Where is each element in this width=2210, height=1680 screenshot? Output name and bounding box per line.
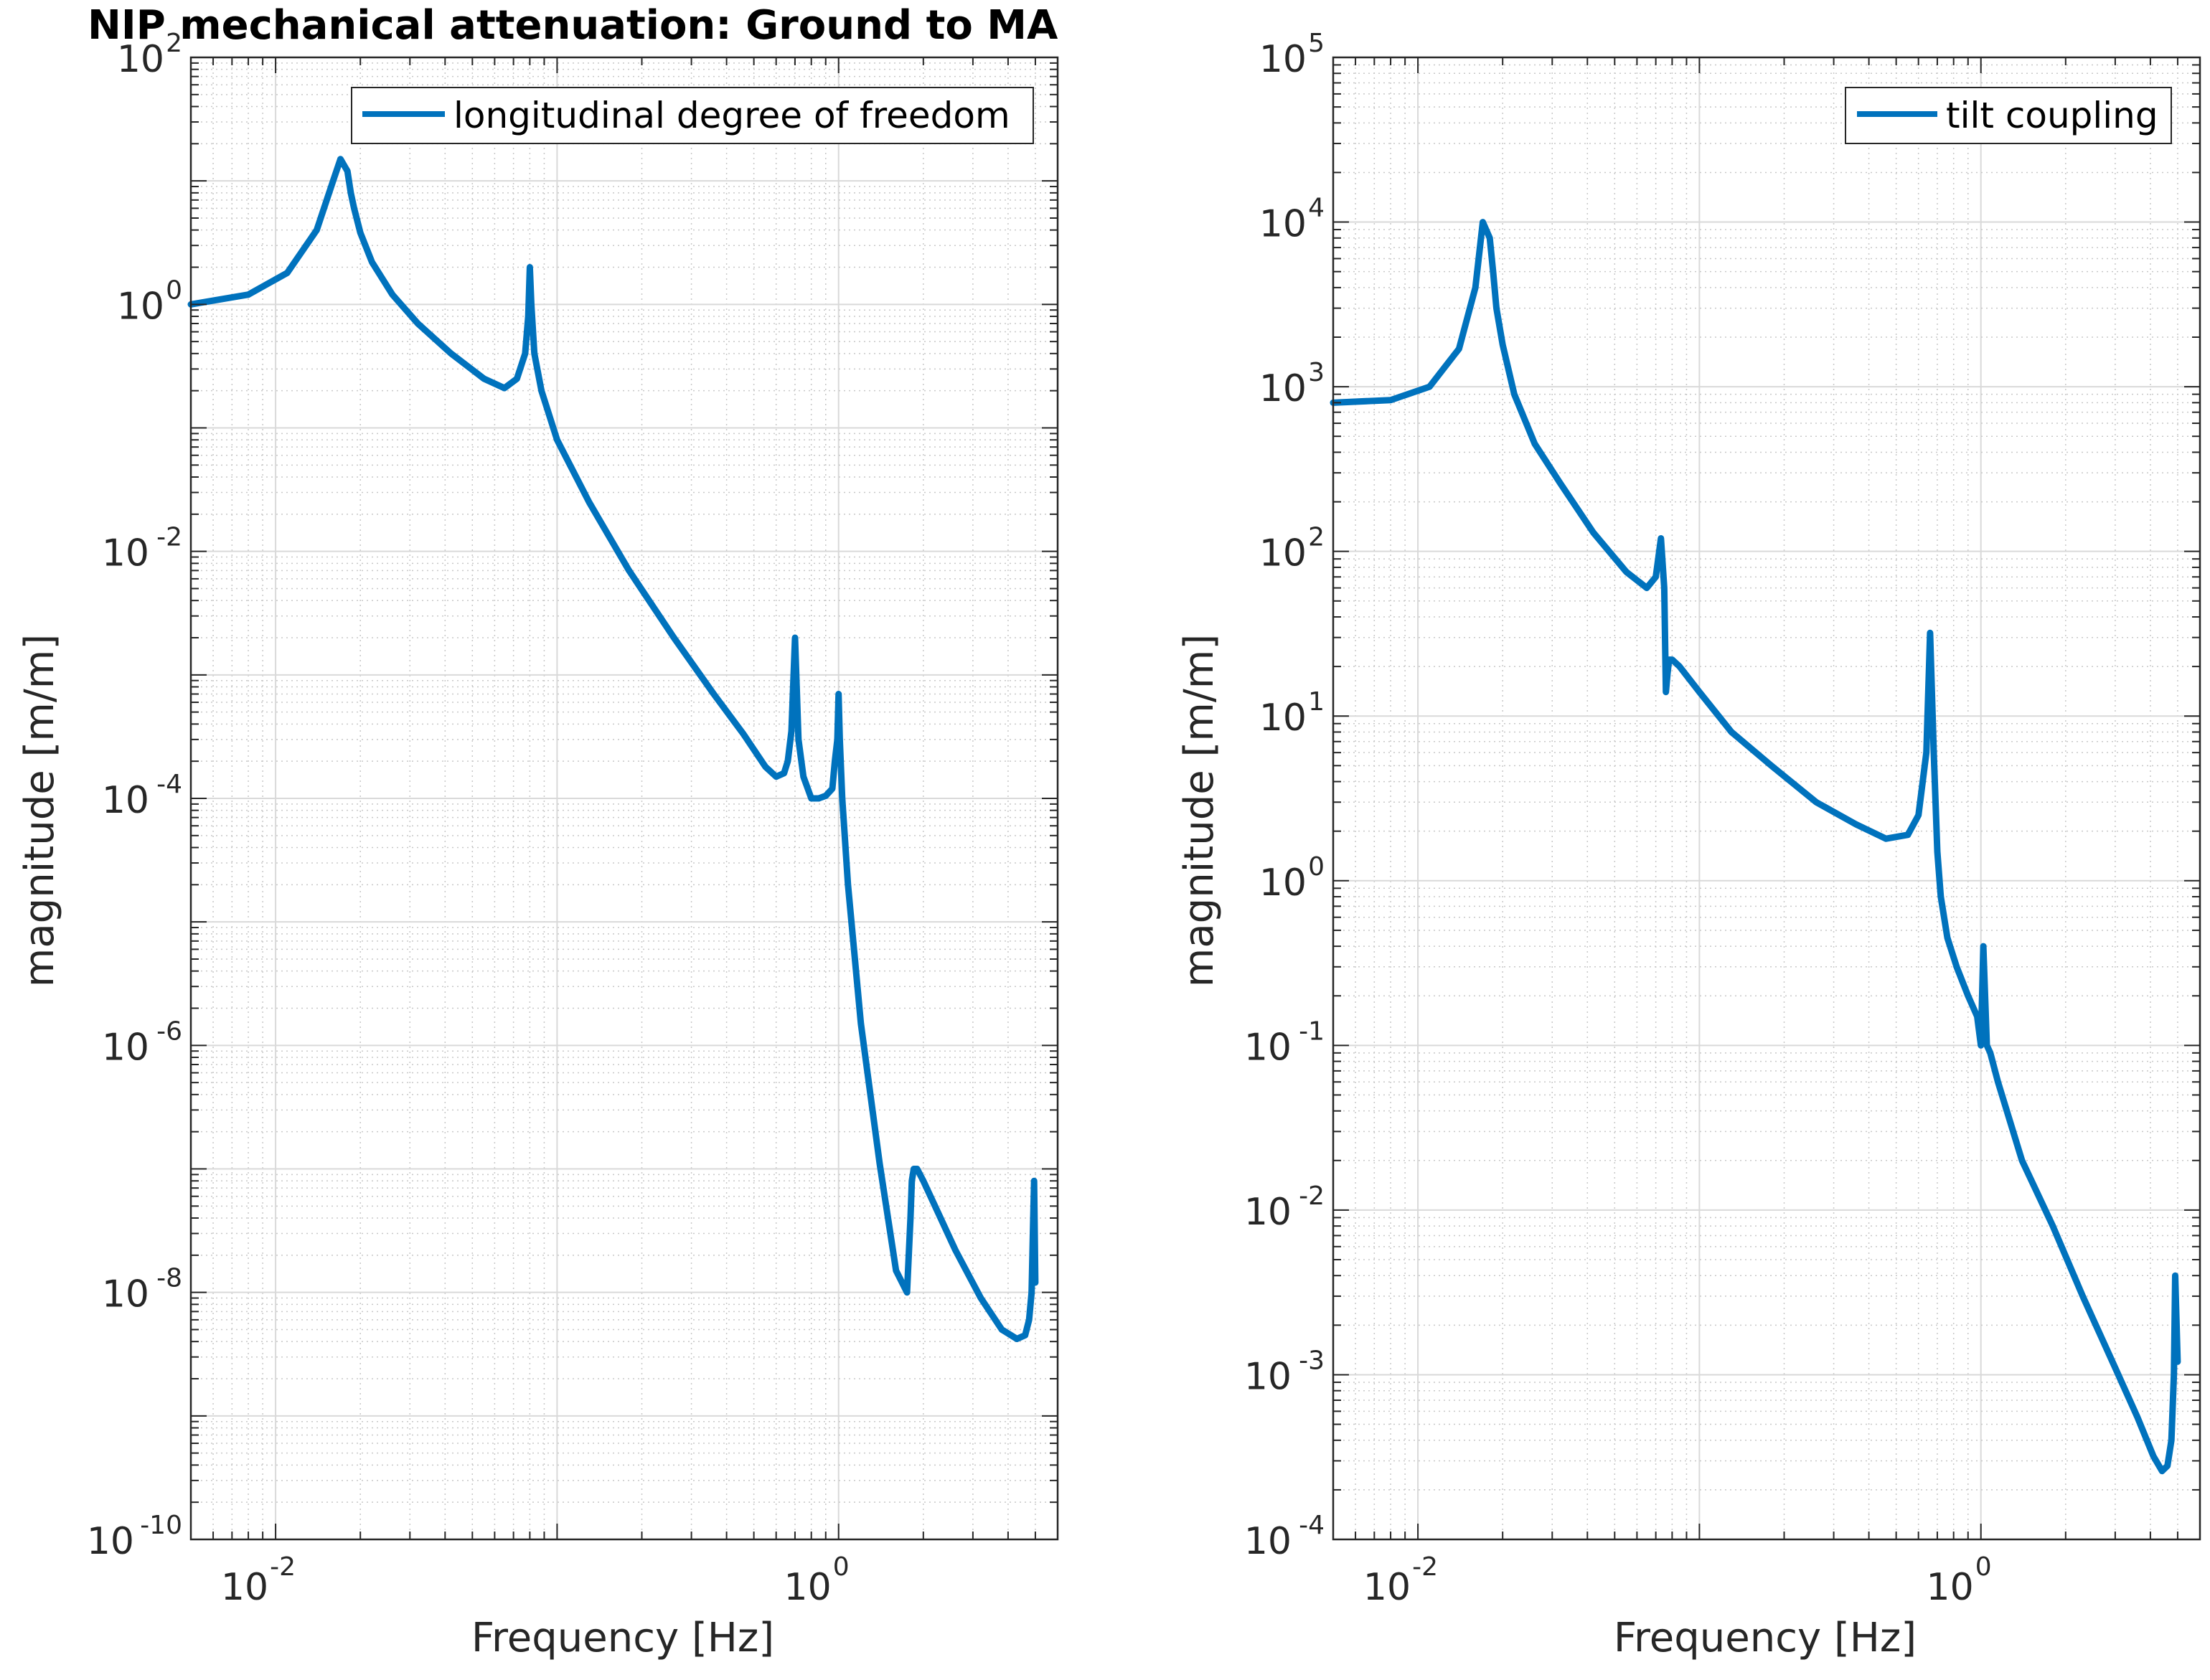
chart-right-y-tick-label-base: 10 [1259,203,1307,246]
chart-right-y-tick-label: 310 [1259,358,1325,410]
chart-right-axes-background [1333,57,2200,1539]
chart-right-legend: tilt coupling [1845,87,2172,144]
chart-left-y-tick-label-base: 10 [102,1273,149,1316]
chart-left-grid [190,57,1058,1540]
chart-left-y-tick-label-base: 10 [102,779,149,822]
chart-left-y-tick-label-exponent: -6 [156,1016,182,1046]
chart-right-grid [1332,57,2201,1540]
figure-title: NIP mechanical attenuation: Ground to MA [88,2,1058,49]
chart-left-series-line-0 [187,156,1039,1342]
chart-left-x-tick-label: 10 0 [784,1552,850,1609]
chart-right-y-tick-label-exponent: -4 [1299,1511,1325,1540]
chart-right-y-tick-label: 510 [1259,29,1325,81]
chart-left-y-tick-label: -610 [102,1016,182,1069]
chart-left-y-tick-label: -810 [102,1264,182,1316]
chart-left-x-axis-label: Frequency [Hz] [471,1615,774,1661]
chart-right-y-tick-label-base: 10 [1244,1355,1292,1398]
chart-left-y-tick-label-exponent: 2 [166,29,182,58]
chart-left-axes-box [189,56,1059,1541]
chart-left-y-tick-label-exponent: -10 [140,1511,182,1540]
chart-right-x-axis-label: Frequency [Hz] [1614,1615,1917,1661]
chart-left-y-tick-label-exponent: -4 [156,770,182,799]
chart-right-y-tick-label-exponent: -3 [1299,1346,1325,1375]
chart-left-y-tick-label: -210 [102,523,182,575]
chart-right-tick-labels: 10 -2 10 0510410310210110010-110-210-310-41… [1244,29,1992,1609]
chart-right-y-tick-label: -110 [1244,1016,1325,1069]
chart-right-x-tick-label-exponent: 0 [1975,1552,1992,1582]
chart-right-legend-label: tilt coupling [1946,95,2158,136]
chart-right-y-tick-label: 010 [1259,852,1325,905]
chart-left-legend-box [351,87,1034,144]
chart-right-y-tick-label-base: 10 [1244,1520,1292,1563]
chart-left-y-tick-label: 210 [117,29,182,81]
chart-right-y-tick-label-base: 10 [1259,697,1307,740]
chart-right-y-tick-label-exponent: 0 [1308,852,1325,882]
chart-right-y-tick-label-base: 10 [1259,862,1307,905]
chart-left-y-tick-label-base: 10 [102,532,149,575]
chart-right-x-tick-label: 10 -2 [1363,1552,1438,1609]
chart-right-y-tick-label: 410 [1259,194,1325,246]
chart-right-y-tick-label-exponent: 1 [1308,687,1325,717]
chart-right-y-tick-label: -310 [1244,1346,1325,1398]
chart-right-y-tick-label: 110 [1259,687,1325,740]
chart-right-ticks [1332,56,2201,1541]
chart-right-y-tick-label: -410 [1244,1511,1325,1563]
chart-left-y-tick-label-exponent: 0 [166,275,182,305]
chart-right-axes-box [1332,56,2201,1541]
chart-right-y-axis-label: magnitude [m/m] [1176,634,1223,987]
chart-right-x-tick-label-base: 10 [1363,1566,1411,1609]
chart-left-y-tick-label-base: 10 [87,1520,134,1563]
chart-left-x-tick-label: 10 -2 [221,1552,296,1609]
chart-left-y-tick-label: 010 [117,275,182,328]
chart-right-y-tick-label: 210 [1259,523,1325,575]
chart-right-y-tick-label-base: 10 [1244,1026,1292,1069]
chart-right-y-tick-label-exponent: 2 [1308,523,1325,552]
chart-left-y-tick-label-base: 10 [102,1026,149,1069]
chart-right-y-tick-label-exponent: -2 [1299,1181,1325,1211]
chart-right-x-tick-label: 10 0 [1927,1552,1992,1609]
chart-left-y-axis-label: magnitude [m/m] [17,634,63,987]
chart-left-x-tick-label-exponent: 0 [833,1552,850,1582]
chart-left-x-tick-label-base: 10 [221,1566,268,1609]
chart-right-series-line-0 [1330,219,2181,1475]
chart-left-y-tick-label-exponent: -2 [156,523,182,552]
chart-right-y-tick-label-base: 10 [1259,38,1307,81]
chart-left-y-tick-label-exponent: -8 [156,1264,182,1293]
chart-right-tilt: 10 -2 10 0510410310210110010-110-210-310-41… [1176,29,2201,1661]
chart-left-legend: longitudinal degree of freedom [351,87,1034,144]
chart-left-plot-area [187,156,1039,1342]
chart-right-x-tick-label-exponent: -2 [1412,1552,1438,1582]
chart-right-y-tick-label-base: 10 [1259,367,1307,410]
chart-right-y-tick-label-base: 10 [1259,532,1307,575]
chart-right-plot-area [1330,219,2181,1475]
chart-left-y-tick-label-base: 10 [117,285,164,328]
chart-left-y-tick-label: -410 [102,770,182,822]
chart-right-y-tick-label-exponent: 5 [1308,29,1325,58]
chart-left-x-tick-label-exponent: -2 [270,1552,296,1582]
chart-right-y-tick-label-exponent: -1 [1299,1016,1325,1046]
chart-left-x-tick-label-base: 10 [784,1566,832,1609]
chart-right-y-tick-label-exponent: 3 [1308,358,1325,387]
chart-right-y-tick-label: -210 [1244,1181,1325,1234]
chart-left-y-tick-label-base: 10 [117,38,164,81]
chart-left-ticks [189,56,1059,1541]
chart-right-y-tick-label-exponent: 4 [1308,194,1325,223]
chart-left-legend-label: longitudinal degree of freedom [453,95,1010,136]
chart-right-y-tick-label-base: 10 [1244,1191,1292,1234]
chart-right-x-tick-label-base: 10 [1927,1566,1974,1609]
